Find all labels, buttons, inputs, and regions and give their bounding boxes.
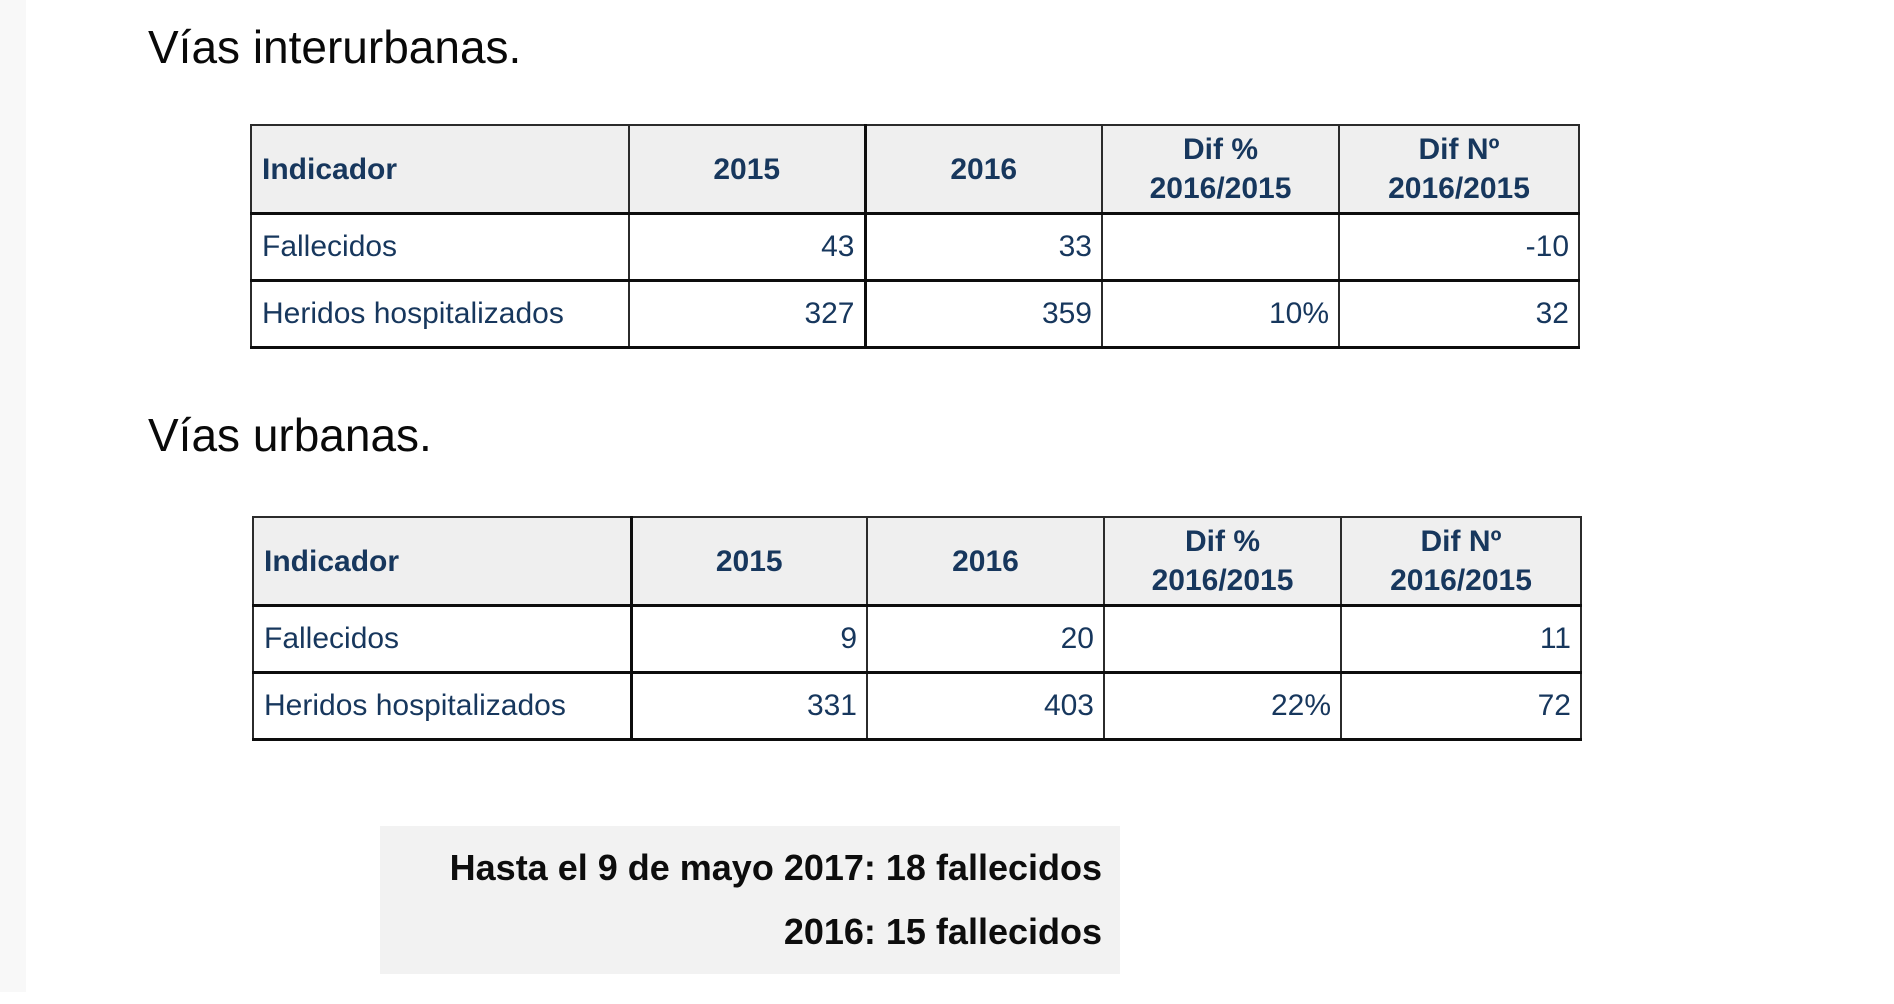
value-cell-dif-n: 11 <box>1340 604 1582 674</box>
interurban-table: Indicador 2015 2016 Dif % 2016/2015 Dif … <box>250 124 1580 349</box>
value-cell-2015: 327 <box>628 279 866 349</box>
column-header-2015: 2015 <box>628 124 866 215</box>
value-cell-dif-pct: 22% <box>1103 671 1342 741</box>
section-title-interurban: Vías interurbanas. <box>148 21 522 73</box>
value-cell-2016: 33 <box>863 212 1103 282</box>
value-cell-2016: 403 <box>866 671 1105 741</box>
table-row-fallecidos: Fallecidos 9 20 11 <box>252 604 1582 674</box>
table-row-fallecidos: Fallecidos 43 33 -10 <box>250 212 1580 282</box>
urban-table: Indicador 2015 2016 Dif % 2016/2015 Dif … <box>252 516 1582 741</box>
table-header-row: Indicador 2015 2016 Dif % 2016/2015 Dif … <box>252 516 1582 607</box>
value-cell-2015: 331 <box>629 671 868 741</box>
left-margin-strip <box>0 0 26 992</box>
value-cell-dif-pct <box>1101 212 1340 282</box>
column-header-2016: 2016 <box>863 124 1103 215</box>
value-cell-dif-n: 72 <box>1340 671 1582 741</box>
column-header-2016: 2016 <box>866 516 1105 607</box>
table-row-heridos: Heridos hospitalizados 331 403 22% 72 <box>252 671 1582 741</box>
summary-line-2017: Hasta el 9 de mayo 2017: 18 fallecidos <box>449 847 1102 888</box>
section-title-urban: Vías urbanas. <box>148 409 432 461</box>
column-header-dif-n: Dif Nº 2016/2015 <box>1338 124 1580 215</box>
value-cell-2015: 43 <box>628 212 866 282</box>
value-cell-dif-n: -10 <box>1338 212 1580 282</box>
column-header-dif-pct: Dif % 2016/2015 <box>1101 124 1340 215</box>
value-cell-dif-pct: 10% <box>1101 279 1340 349</box>
indicator-cell: Heridos hospitalizados <box>252 671 632 741</box>
value-cell-dif-pct <box>1103 604 1342 674</box>
column-header-indicador: Indicador <box>250 124 630 215</box>
value-cell-2016: 20 <box>866 604 1105 674</box>
column-header-2015: 2015 <box>629 516 868 607</box>
indicator-cell: Fallecidos <box>250 212 630 282</box>
column-header-indicador: Indicador <box>252 516 632 607</box>
column-header-dif-n: Dif Nº 2016/2015 <box>1340 516 1582 607</box>
value-cell-2016: 359 <box>863 279 1103 349</box>
value-cell-dif-n: 32 <box>1338 279 1580 349</box>
indicator-cell: Heridos hospitalizados <box>250 279 630 349</box>
table-row-heridos: Heridos hospitalizados 327 359 10% 32 <box>250 279 1580 349</box>
summary-box: Hasta el 9 de mayo 2017: 18 fallecidos 2… <box>380 826 1120 974</box>
indicator-cell: Fallecidos <box>252 604 632 674</box>
column-header-dif-pct: Dif % 2016/2015 <box>1103 516 1342 607</box>
summary-line-2016: 2016: 15 fallecidos <box>783 911 1102 952</box>
value-cell-2015: 9 <box>629 604 868 674</box>
table-header-row: Indicador 2015 2016 Dif % 2016/2015 Dif … <box>250 124 1580 215</box>
